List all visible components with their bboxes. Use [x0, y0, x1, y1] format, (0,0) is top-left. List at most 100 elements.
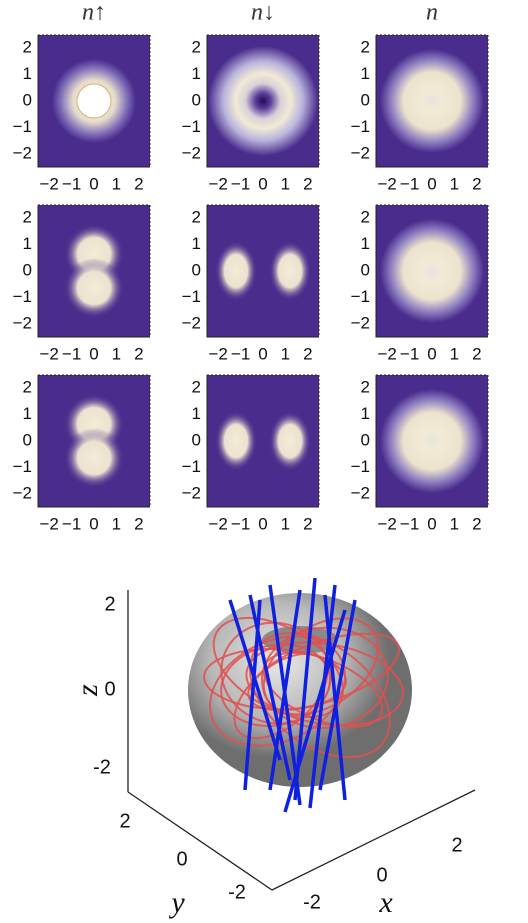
x-tick-label: 0 [258, 174, 267, 193]
density [208, 46, 318, 156]
density-lobe [64, 428, 124, 488]
column-title: n↓ [251, 0, 275, 26]
y-tick-label: −1 [182, 287, 201, 306]
density [380, 389, 484, 493]
y-tick-label: 2 [23, 378, 32, 397]
z-tick-label: 0 [104, 678, 115, 700]
y-tick-label: 1 [23, 404, 32, 423]
x-tick-label: -2 [303, 891, 321, 913]
y-tick-label: 0 [23, 430, 32, 449]
x-tick-label: 0 [258, 514, 267, 533]
y-tick-label: 0 [23, 90, 32, 109]
y-tick-label: 0 [192, 260, 201, 279]
y-tick-label: −2 [351, 143, 370, 162]
x-label: x [378, 886, 393, 919]
density-lobe [64, 258, 124, 318]
figure: n↑n↓n210−1−2−2−1012210−1−2−2−1012210−1−2… [0, 0, 528, 923]
x-tick-label: 0 [89, 514, 98, 533]
x-tick-label: −2 [40, 344, 59, 363]
y-tick-label: 2 [192, 378, 201, 397]
y-axis [128, 792, 272, 890]
y-tick-label: 2 [23, 208, 32, 227]
y-tick-label: 0 [192, 430, 201, 449]
x-tick-label: 2 [472, 174, 481, 193]
y-tick-label: −1 [182, 457, 201, 476]
torus-plot: z y x 20-220-2-202 [71, 578, 475, 919]
density-lobe [269, 241, 311, 301]
y-tick-label: 2 [361, 38, 370, 57]
y-tick-label: −1 [351, 117, 370, 136]
density-lobe [215, 241, 257, 301]
x-tick-label: 1 [281, 514, 290, 533]
y-tick-label: −2 [13, 143, 32, 162]
column-title: n [426, 0, 438, 26]
x-tick-label: 1 [112, 514, 121, 533]
x-tick-label: 1 [450, 174, 459, 193]
x-tick-label: 1 [450, 344, 459, 363]
y-tick-label: −2 [351, 313, 370, 332]
y-tick-label: 1 [361, 234, 370, 253]
y-tick-label: 1 [361, 64, 370, 83]
y-tick-label: 1 [361, 404, 370, 423]
x-tick-label: 2 [451, 834, 462, 856]
y-tick-label: 1 [23, 64, 32, 83]
x-tick-label: 2 [134, 514, 143, 533]
y-tick-label: −2 [351, 483, 370, 502]
y-tick-label: -2 [228, 881, 246, 903]
density [380, 219, 484, 323]
z-label: z [71, 684, 104, 697]
x-tick-label: −2 [378, 514, 397, 533]
z-tick-label: -2 [93, 756, 111, 778]
x-tick-label: 0 [258, 344, 267, 363]
density-lobe [215, 411, 257, 471]
y-tick-label: −1 [182, 117, 201, 136]
x-tick-label: 1 [450, 514, 459, 533]
y-tick-label: 1 [192, 234, 201, 253]
y-tick-label: 0 [361, 90, 370, 109]
x-tick-label: −1 [231, 514, 250, 533]
y-tick-label: 0 [192, 90, 201, 109]
density [380, 49, 484, 153]
y-tick-label: −2 [13, 313, 32, 332]
x-tick-label: 0 [89, 344, 98, 363]
y-tick-label: 2 [23, 38, 32, 57]
x-tick-label: 1 [112, 344, 121, 363]
x-tick-label: −1 [231, 344, 250, 363]
y-tick-label: −1 [351, 457, 370, 476]
y-tick-label: 1 [192, 404, 201, 423]
x-tick-label: −1 [400, 344, 419, 363]
x-tick-label: 1 [112, 174, 121, 193]
x-tick-label: −1 [62, 174, 81, 193]
y-tick-label: −1 [13, 117, 32, 136]
x-tick-label: −1 [62, 344, 81, 363]
x-tick-label: 2 [472, 514, 481, 533]
x-tick-label: −1 [400, 174, 419, 193]
z-tick-label: 2 [104, 593, 115, 615]
x-tick-label: −2 [40, 174, 59, 193]
y-tick-label: 2 [119, 810, 130, 832]
x-tick-label: −1 [231, 174, 250, 193]
y-tick-label: −2 [182, 143, 201, 162]
x-tick-label: 0 [89, 174, 98, 193]
y-tick-label: −2 [13, 483, 32, 502]
y-tick-label: 1 [192, 64, 201, 83]
x-tick-label: −2 [209, 514, 228, 533]
x-tick-label: 2 [303, 514, 312, 533]
x-tick-label: 0 [427, 344, 436, 363]
x-tick-label: 1 [281, 344, 290, 363]
x-tick-label: 2 [472, 344, 481, 363]
x-tick-label: −2 [209, 174, 228, 193]
x-tick-label: 2 [303, 174, 312, 193]
y-tick-label: 2 [361, 378, 370, 397]
x-tick-label: 2 [134, 344, 143, 363]
x-tick-label: 2 [134, 174, 143, 193]
